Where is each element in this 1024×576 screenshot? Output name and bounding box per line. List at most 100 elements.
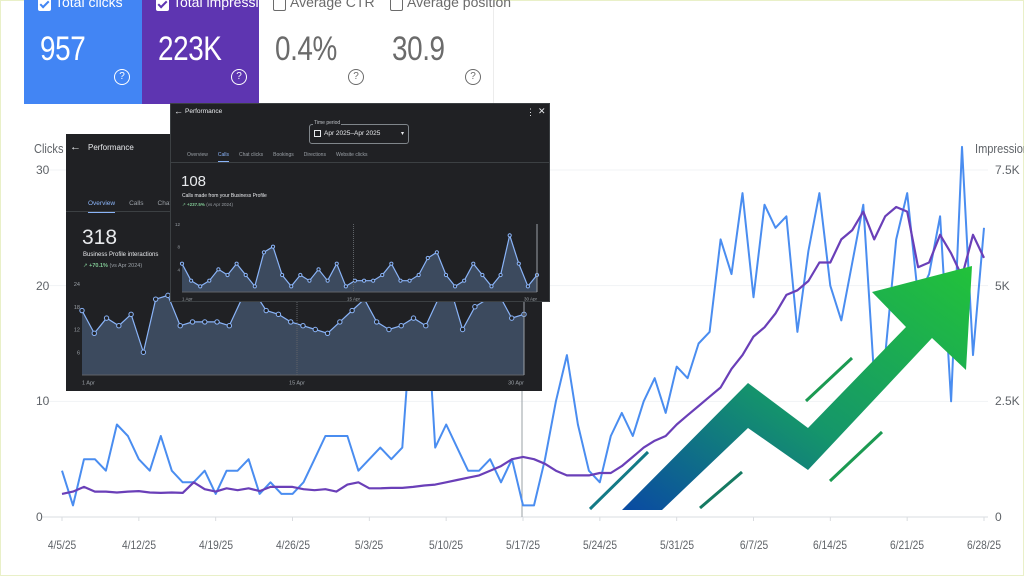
data-point	[525, 284, 530, 289]
help-icon[interactable]: ?	[231, 69, 247, 85]
data-point	[179, 261, 185, 266]
data-point	[410, 315, 417, 321]
x-tick-label: 1 Apr	[82, 381, 95, 387]
panel-tabs: Overview Calls Chat c	[88, 200, 176, 213]
calls-chart: 12 8 4 1 Apr 15 Apr 30 Apr	[175, 222, 540, 302]
right-tick-label: 5K	[995, 278, 1010, 293]
data-point	[416, 272, 421, 278]
left-tick-label: 0	[36, 510, 43, 524]
data-point	[373, 319, 380, 325]
x-tick-label: 5/10/25	[429, 538, 464, 552]
x-tick-label: 4/26/25	[275, 538, 310, 552]
total-impressions-card[interactable]: Total impressions 223K ?	[142, 0, 281, 104]
checkbox-unchecked-icon[interactable]	[390, 0, 403, 11]
x-tick-label: 6/21/25	[890, 538, 925, 552]
trending-up-icon: ↗	[83, 263, 88, 269]
change-compare: (vs Apr 2024)	[109, 263, 143, 269]
data-point	[434, 250, 439, 255]
y-tick-label: 24	[74, 282, 80, 288]
data-point	[480, 272, 485, 278]
data-point	[443, 272, 449, 278]
area-fill	[82, 287, 524, 375]
help-icon[interactable]: ?	[348, 69, 364, 85]
impressions-series-line	[61, 205, 985, 495]
tab-directions[interactable]: Directions	[303, 152, 326, 158]
x-tick-label: 5/17/25	[505, 538, 541, 552]
average-position-card[interactable]: Average position 30.9 ?	[376, 0, 511, 104]
x-tick-label: 30 Apr	[524, 297, 538, 302]
data-point	[489, 284, 494, 289]
panel-title: Performance	[185, 108, 223, 115]
data-point	[243, 272, 248, 278]
tab-bookings[interactable]: Bookings	[273, 152, 294, 158]
metric-label: Total impressions	[173, 0, 282, 10]
time-period-label: Time period	[313, 120, 342, 126]
help-icon[interactable]: ?	[114, 69, 130, 85]
change-percent: +237.5%	[187, 202, 205, 207]
back-arrow-icon[interactable]: ←	[174, 106, 183, 116]
growth-arrow-stripe	[828, 430, 884, 483]
y-tick-label: 8	[177, 245, 180, 250]
calls-count: 108	[181, 173, 207, 190]
x-tick-label: 30 Apr	[508, 381, 524, 387]
data-point	[214, 319, 220, 325]
data-point	[198, 284, 203, 289]
more-options-icon[interactable]: ⋮	[526, 107, 535, 117]
x-tick-label: 4/19/25	[198, 538, 233, 552]
data-point	[398, 278, 403, 283]
tab-chat-clicks[interactable]: Chat clicks	[238, 152, 264, 158]
average-ctr-card[interactable]: Average CTR 0.4% ?	[259, 0, 377, 104]
checkbox-checked-icon[interactable]	[156, 0, 169, 11]
data-point	[280, 272, 285, 278]
interactions-count: 318	[82, 226, 118, 249]
data-point	[275, 311, 282, 318]
left-tick-label: 20	[36, 278, 50, 293]
metric-value: 223K	[158, 30, 222, 68]
x-tick-label: 5/3/25	[355, 538, 384, 552]
right-axis-title: Impressions	[975, 141, 1024, 156]
data-point	[343, 284, 348, 289]
time-period-select[interactable]: Time period Apr 2025–Apr 2025 ▾	[309, 120, 409, 144]
metric-label: Total clicks	[55, 0, 123, 10]
checkbox-checked-icon[interactable]	[38, 0, 51, 11]
data-point	[462, 278, 467, 283]
total-clicks-card[interactable]: Total clicks 957 ?	[24, 0, 142, 104]
data-point	[152, 296, 159, 302]
data-point	[337, 319, 343, 325]
tab-overview[interactable]: Overview	[187, 152, 208, 158]
data-point	[349, 307, 355, 314]
tab-chat-clicks[interactable]: Chat c	[157, 200, 177, 207]
data-point	[225, 272, 230, 278]
data-point	[386, 326, 392, 333]
change-percent: +70.1%	[89, 263, 108, 269]
tab-calls[interactable]: Calls	[129, 200, 144, 207]
tab-website-clicks[interactable]: Website clicks	[335, 152, 368, 158]
data-point	[128, 311, 134, 318]
x-tick-label: 15 Apr	[347, 297, 361, 302]
close-icon[interactable]: ✕	[538, 106, 546, 116]
data-point	[140, 349, 147, 355]
data-point	[91, 330, 97, 336]
data-point	[116, 323, 122, 329]
growth-arrow-stripe	[588, 450, 650, 511]
growth-arrow-graphic	[588, 266, 972, 511]
tab-overview[interactable]: Overview	[88, 200, 116, 213]
performance-calls-panel: ← Performance ⋮ ✕ Time period Apr 2025–A…	[170, 103, 550, 302]
x-tick-label: 6/14/25	[813, 538, 848, 552]
x-tick-label: 6/7/25	[739, 538, 768, 552]
back-arrow-icon[interactable]: ←	[70, 141, 81, 153]
data-point	[189, 319, 196, 325]
left-tick-label: 10	[36, 394, 50, 409]
data-point	[316, 267, 321, 272]
data-point	[263, 307, 269, 314]
time-period-value: Apr 2025–Apr 2025	[324, 130, 381, 137]
y-tick-label: 12	[175, 222, 181, 227]
growth-arrow-body	[622, 266, 972, 510]
data-point	[207, 278, 212, 283]
data-point	[423, 323, 429, 329]
data-point	[103, 315, 110, 321]
checkbox-unchecked-icon[interactable]	[273, 0, 286, 11]
help-icon[interactable]: ?	[465, 69, 481, 85]
data-point	[300, 323, 306, 329]
data-point	[407, 278, 412, 283]
